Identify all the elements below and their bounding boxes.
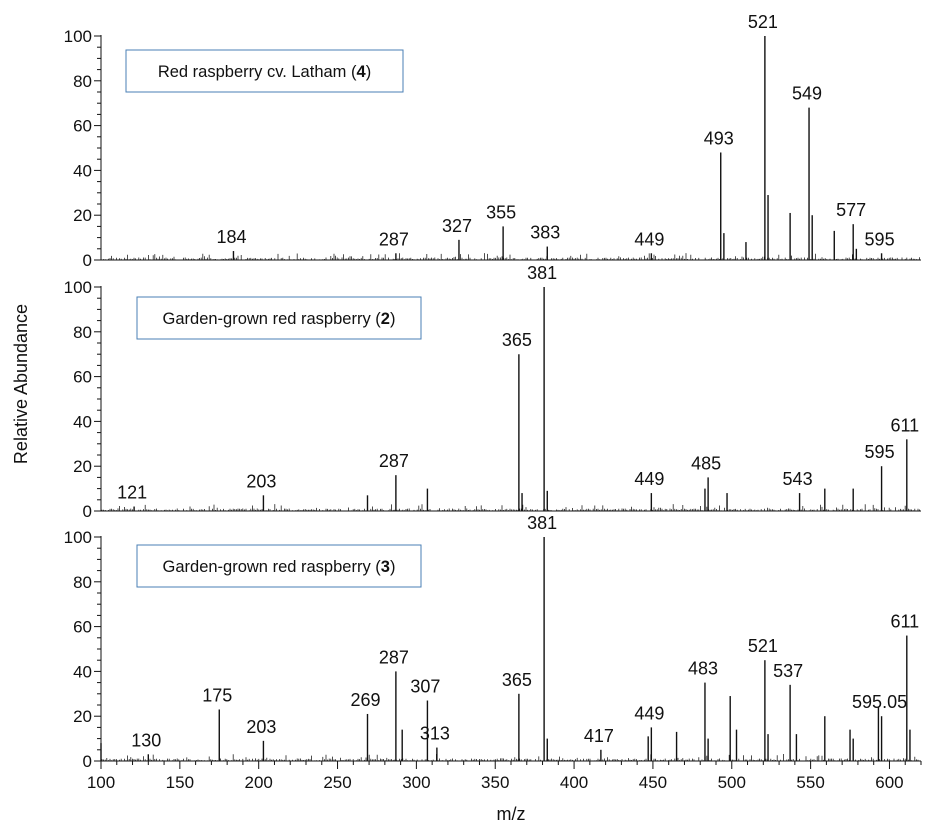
peak-label-184: 184 bbox=[216, 227, 246, 247]
peak-label-493: 493 bbox=[704, 128, 734, 148]
panel-title: Garden-grown red raspberry (3) bbox=[163, 558, 396, 576]
y-tick-label: 20 bbox=[73, 707, 92, 726]
peak-label-543: 543 bbox=[783, 469, 813, 489]
panel-title-text: Garden-grown red raspberry ( bbox=[163, 310, 382, 328]
x-tick-label: 450 bbox=[639, 773, 667, 792]
peak-label-449: 449 bbox=[634, 703, 664, 723]
peak-label-383: 383 bbox=[530, 223, 560, 243]
y-tick-label: 40 bbox=[73, 412, 92, 431]
peak-label-121: 121 bbox=[117, 483, 147, 503]
y-tick-label: 60 bbox=[73, 117, 92, 136]
x-axis: 100 150 200 250 300 350 400 450 500 550 600 bbox=[87, 761, 922, 792]
x-tick-label: 350 bbox=[481, 773, 509, 792]
x-tick-label: 250 bbox=[323, 773, 351, 792]
peak-label-203: 203 bbox=[246, 471, 276, 491]
y-tick-label: 60 bbox=[73, 368, 92, 387]
peak-label-449: 449 bbox=[634, 229, 664, 249]
y-tick-label: 40 bbox=[73, 161, 92, 180]
peak-label-381: 381 bbox=[527, 513, 557, 533]
panel-title-end: ) bbox=[390, 310, 396, 328]
x-tick-label: 150 bbox=[166, 773, 194, 792]
peak-label-327: 327 bbox=[442, 216, 472, 236]
peak-label-130: 130 bbox=[131, 730, 161, 750]
peak-label-521: 521 bbox=[748, 12, 778, 32]
baseline-noise bbox=[101, 504, 920, 511]
peak-label-595: 595.05 bbox=[852, 692, 907, 712]
peak-label-365: 365 bbox=[502, 670, 532, 690]
y-tick-label: 100 bbox=[64, 278, 92, 297]
panel-title-box bbox=[136, 296, 422, 340]
y-tick-label: 40 bbox=[73, 662, 92, 681]
y-axis-title: Relative Abundance bbox=[11, 304, 31, 464]
spectrum-panel-1: 0 20 40 60 80 100 184 287 327 355 383 449 493 521 549 5… bbox=[64, 12, 921, 270]
peak-label-595: 595 bbox=[865, 229, 895, 249]
peak-label-313: 313 bbox=[420, 724, 450, 744]
y-tick-label: 60 bbox=[73, 618, 92, 637]
y-tick-label: 0 bbox=[83, 752, 92, 771]
y-tick-label: 80 bbox=[73, 72, 92, 91]
y-tick-label: 20 bbox=[73, 206, 92, 225]
y-tick-label: 0 bbox=[83, 251, 92, 270]
y-tick-label: 0 bbox=[83, 502, 92, 521]
peak-label-287: 287 bbox=[379, 647, 409, 667]
y-tick-label: 20 bbox=[73, 457, 92, 476]
peak-label-537: 537 bbox=[773, 661, 803, 681]
y-tick-label: 80 bbox=[73, 323, 92, 342]
spectrum-panel-2: 0 20 40 60 80 100 121 203 287 365 381 449 485 543 595 6… bbox=[64, 263, 921, 521]
panel-title-end: ) bbox=[390, 558, 396, 576]
peak-label-203: 203 bbox=[246, 717, 276, 737]
x-tick-label: 550 bbox=[796, 773, 824, 792]
peak-label-521: 521 bbox=[748, 636, 778, 656]
baseline-noise bbox=[101, 253, 920, 260]
panel-title: Red raspberry cv. Latham (4) bbox=[158, 63, 371, 81]
peak-label-381: 381 bbox=[527, 263, 557, 283]
peak-label-417: 417 bbox=[584, 726, 614, 746]
peak-label-355: 355 bbox=[486, 202, 516, 222]
peak-label-549: 549 bbox=[792, 84, 822, 104]
peak-label-577: 577 bbox=[836, 200, 866, 220]
x-tick-label: 400 bbox=[560, 773, 588, 792]
x-axis-title: m/z bbox=[497, 804, 526, 824]
panel-title: Garden-grown red raspberry (2) bbox=[163, 310, 396, 328]
peak-label-365: 365 bbox=[502, 330, 532, 350]
y-tick-label: 80 bbox=[73, 573, 92, 592]
peak-label-287: 287 bbox=[379, 229, 409, 249]
panel-title-number: 2 bbox=[381, 310, 390, 328]
peak-label-307: 307 bbox=[410, 677, 440, 697]
panel-title-box bbox=[125, 49, 404, 93]
peak-label-175: 175 bbox=[202, 685, 232, 705]
peak-label-611: 611 bbox=[890, 612, 919, 632]
peak-label-449: 449 bbox=[634, 469, 664, 489]
x-tick-label: 200 bbox=[245, 773, 273, 792]
x-tick-label: 300 bbox=[402, 773, 430, 792]
panel-title-number: 3 bbox=[381, 558, 390, 576]
panel-title-text: Garden-grown red raspberry ( bbox=[163, 558, 382, 576]
panel-title-box bbox=[136, 544, 422, 588]
peak-label-483: 483 bbox=[688, 659, 718, 679]
panel-title-number: 4 bbox=[357, 63, 367, 81]
peak-label-595: 595 bbox=[865, 442, 895, 462]
peak-label-269: 269 bbox=[350, 690, 380, 710]
peak-label-485: 485 bbox=[691, 453, 721, 473]
peak-label-287: 287 bbox=[379, 451, 409, 471]
peak-label-611: 611 bbox=[890, 415, 919, 435]
panel-title-end: ) bbox=[366, 63, 372, 81]
x-tick-label: 600 bbox=[875, 773, 903, 792]
x-tick-label: 500 bbox=[718, 773, 746, 792]
x-tick-label: 100 bbox=[87, 773, 115, 792]
y-tick-label: 100 bbox=[64, 528, 92, 547]
y-tick-label: 100 bbox=[64, 27, 92, 46]
panel-title-text: Red raspberry cv. Latham ( bbox=[158, 63, 357, 81]
